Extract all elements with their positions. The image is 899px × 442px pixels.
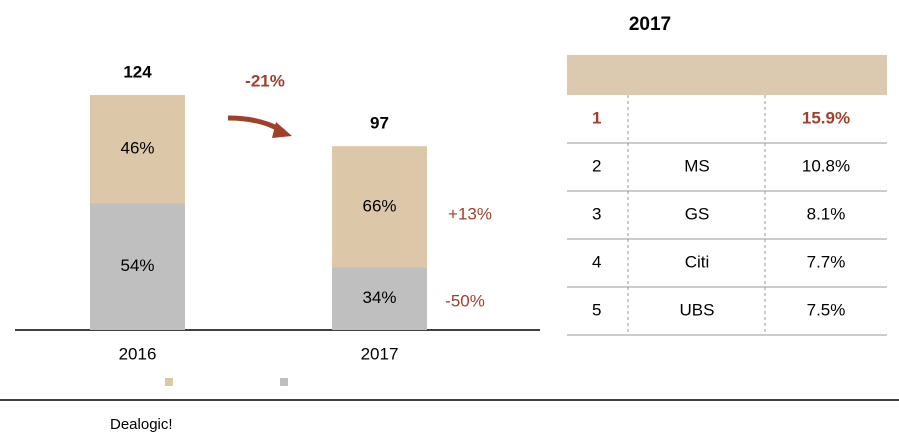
table-cell: MS	[684, 156, 710, 175]
table-cell: 8.1%	[807, 204, 846, 223]
bar-segment	[332, 267, 427, 330]
source: Dealogic!	[110, 416, 173, 433]
table-cell: 1	[592, 108, 601, 127]
table-cell: 7.5%	[807, 300, 846, 319]
bar-segment	[90, 203, 185, 330]
annotation: -21%	[245, 71, 285, 90]
annotation: +13%	[448, 204, 492, 223]
table-header	[567, 55, 887, 95]
arrow-head	[272, 122, 292, 138]
table-cell: GS	[685, 204, 710, 223]
table-cell: 4	[592, 252, 601, 271]
legend-swatch	[165, 378, 173, 386]
total-label: 124	[123, 62, 152, 81]
segment-label: 46%	[120, 139, 154, 158]
total-label: 97	[370, 114, 389, 133]
bar-segment	[332, 146, 427, 268]
table-cell: 15.9%	[802, 108, 850, 127]
segment-label: 66%	[362, 196, 396, 215]
table-cell: Citi	[685, 252, 710, 271]
table-cell: 2	[592, 156, 601, 175]
annotation: -50%	[445, 291, 485, 310]
table-cell: 10.8%	[802, 156, 850, 175]
legend-swatch	[280, 378, 288, 386]
table-cell: 3	[592, 204, 601, 223]
segment-label: 34%	[362, 288, 396, 307]
x-tick-label: 2016	[119, 344, 157, 363]
table-cell: UBS	[680, 300, 715, 319]
bar-segment	[90, 95, 185, 204]
x-tick-label: 2017	[361, 344, 399, 363]
table-title: 2017	[629, 14, 671, 35]
table-cell: 7.7%	[807, 252, 846, 271]
table-cell: 5	[592, 300, 601, 319]
segment-label: 54%	[120, 256, 154, 275]
